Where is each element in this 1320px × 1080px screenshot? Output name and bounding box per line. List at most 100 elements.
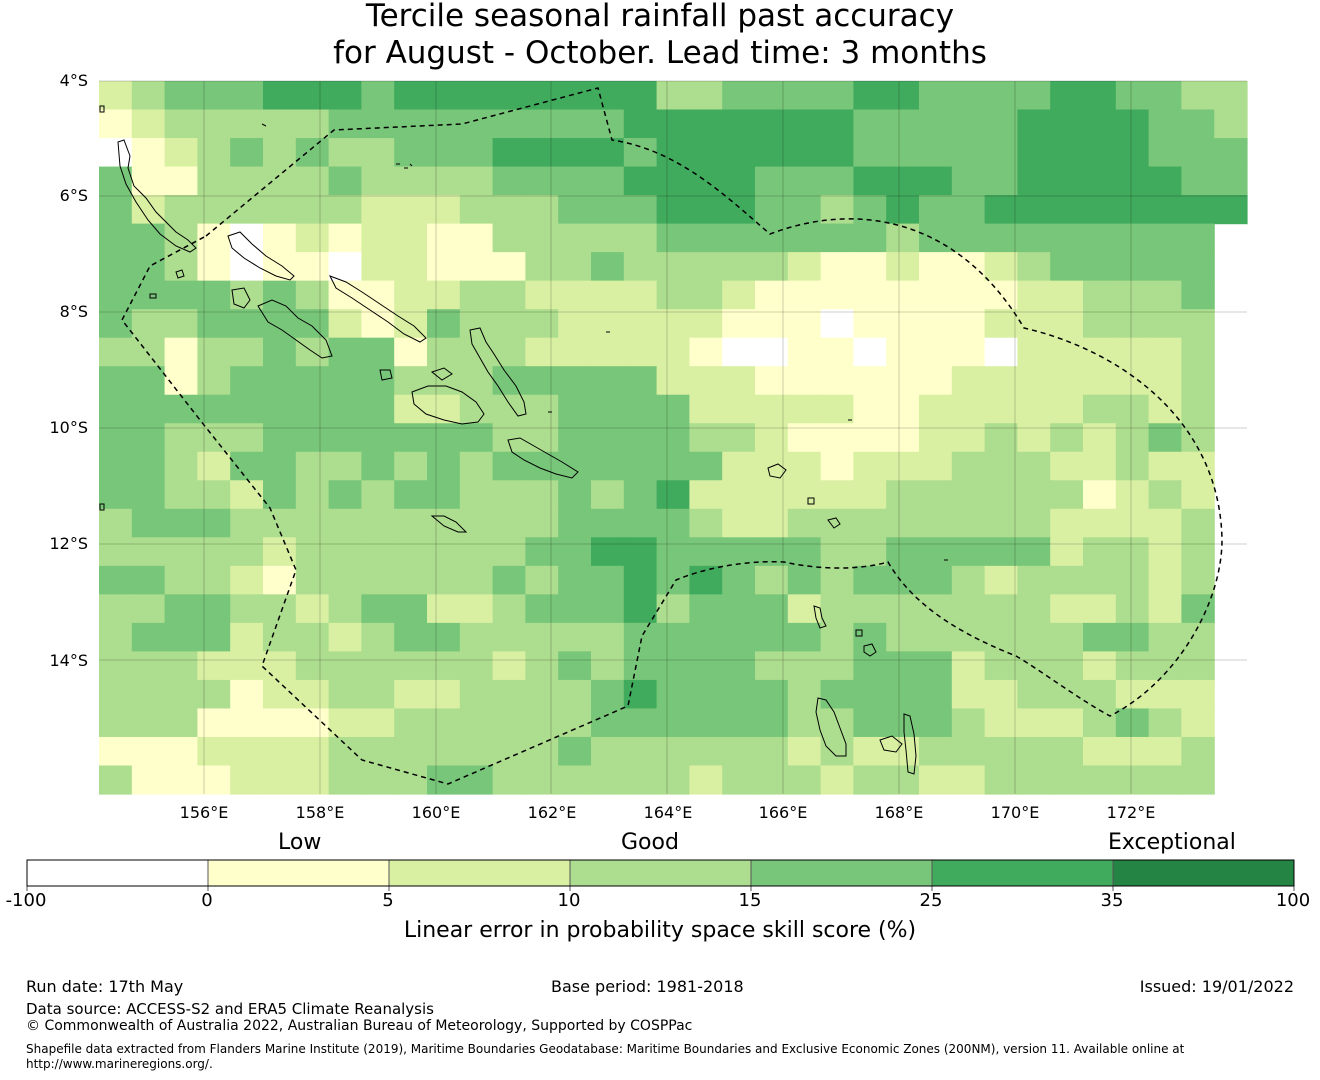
- skill-cell: [886, 166, 920, 196]
- skill-cell: [459, 366, 494, 396]
- skill-cell: [1181, 537, 1215, 567]
- skill-cell: [1181, 252, 1215, 282]
- skill-cell: [689, 223, 723, 253]
- skill-cell: [820, 594, 854, 624]
- skill-cell: [820, 280, 854, 310]
- skill-cell: [230, 166, 264, 196]
- skill-cell: [525, 508, 559, 538]
- skill-cell: [853, 337, 887, 367]
- skill-cell: [919, 622, 953, 652]
- skill-cell: [525, 394, 559, 424]
- skill-cell: [1115, 81, 1150, 111]
- skill-cell: [787, 138, 822, 168]
- skill-cell: [1050, 765, 1084, 795]
- skill-cell: [722, 708, 756, 738]
- skill-cell: [1148, 508, 1182, 538]
- skill-cell: [787, 565, 822, 595]
- skill-cell: [886, 508, 920, 538]
- skill-cell: [656, 480, 690, 510]
- skill-cell: [99, 394, 133, 424]
- skill-cell: [591, 166, 625, 196]
- skill-cell: [656, 138, 690, 168]
- skill-cell: [99, 651, 133, 681]
- bougainville-island: [117, 139, 197, 253]
- skill-cell: [361, 337, 395, 367]
- skill-cell: [853, 166, 887, 196]
- skill-cell: [656, 309, 690, 339]
- skill-cell: [492, 765, 526, 795]
- skill-cell: [722, 679, 756, 710]
- skill-cell: [492, 594, 526, 624]
- skill-cell: [820, 366, 854, 396]
- skill-cell: [623, 708, 658, 738]
- skill-cell: [525, 451, 559, 481]
- skill-cell: [525, 679, 559, 710]
- skill-cell: [394, 622, 428, 652]
- skill-cell: [99, 280, 133, 310]
- skill-cell: [1181, 166, 1215, 196]
- skill-cell: [361, 679, 395, 710]
- skill-cell: [131, 736, 166, 767]
- skill-cell: [99, 451, 133, 481]
- skill-cell: [886, 138, 920, 168]
- skill-cell: [689, 109, 723, 139]
- skill-cell: [427, 394, 461, 424]
- skill-cell: [164, 309, 198, 339]
- skill-cell: [328, 195, 362, 225]
- skill-cell: [328, 537, 362, 567]
- skill-cell: [492, 651, 526, 681]
- skill-cell: [295, 537, 330, 567]
- skill-cell: [1214, 166, 1248, 196]
- skill-cell: [951, 394, 986, 424]
- data-source: Data source: ACCESS-S2 and ERA5 Climate …: [26, 1000, 434, 1018]
- skill-cell: [427, 138, 461, 168]
- skill-cell: [164, 451, 198, 481]
- skill-cell: [459, 708, 494, 738]
- skill-cell: [722, 736, 756, 767]
- skill-cell: [427, 280, 461, 310]
- skill-cell: [853, 679, 887, 710]
- skill-cell: [1148, 166, 1182, 196]
- skill-cell: [328, 480, 362, 510]
- skill-cell: [591, 423, 625, 453]
- skill-cell: [1181, 736, 1215, 767]
- skill-cell: [919, 394, 953, 424]
- skill-cell: [164, 81, 198, 111]
- skill-cell: [951, 423, 986, 453]
- skill-cell: [951, 565, 986, 595]
- skill-cell: [197, 537, 231, 567]
- skill-cell: [853, 109, 887, 139]
- skill-cell: [1214, 195, 1248, 225]
- skill-cell: [623, 223, 658, 253]
- skill-cell: [951, 765, 986, 795]
- skill-cell: [1115, 451, 1150, 481]
- skill-cell: [558, 423, 592, 453]
- skill-cell: [689, 537, 723, 567]
- skill-cell: [1181, 138, 1215, 168]
- skill-cell: [394, 451, 428, 481]
- skill-cell: [591, 594, 625, 624]
- skill-cell: [984, 651, 1018, 681]
- skill-cell: [558, 309, 592, 339]
- skill-cell: [623, 81, 658, 111]
- skill-cell: [1181, 195, 1215, 225]
- skill-cell: [623, 765, 658, 795]
- skill-cell: [689, 736, 723, 767]
- skill-cell: [722, 451, 756, 481]
- skill-cell: [722, 423, 756, 453]
- skill-cell: [131, 394, 166, 424]
- skill-cell: [820, 451, 854, 481]
- skill-cell: [1181, 508, 1215, 538]
- skill-cell: [787, 223, 822, 253]
- category-good: Good: [621, 830, 679, 855]
- skill-cell: [361, 109, 395, 139]
- skill-cell: [951, 166, 986, 196]
- skill-cell: [656, 594, 690, 624]
- skill-cell: [853, 252, 887, 282]
- skill-cell: [1083, 594, 1117, 624]
- skill-cell: [1181, 394, 1215, 424]
- skill-cell: [787, 394, 822, 424]
- skill-cell: [1148, 736, 1182, 767]
- skill-cell: [459, 81, 494, 111]
- skill-cell: [951, 366, 986, 396]
